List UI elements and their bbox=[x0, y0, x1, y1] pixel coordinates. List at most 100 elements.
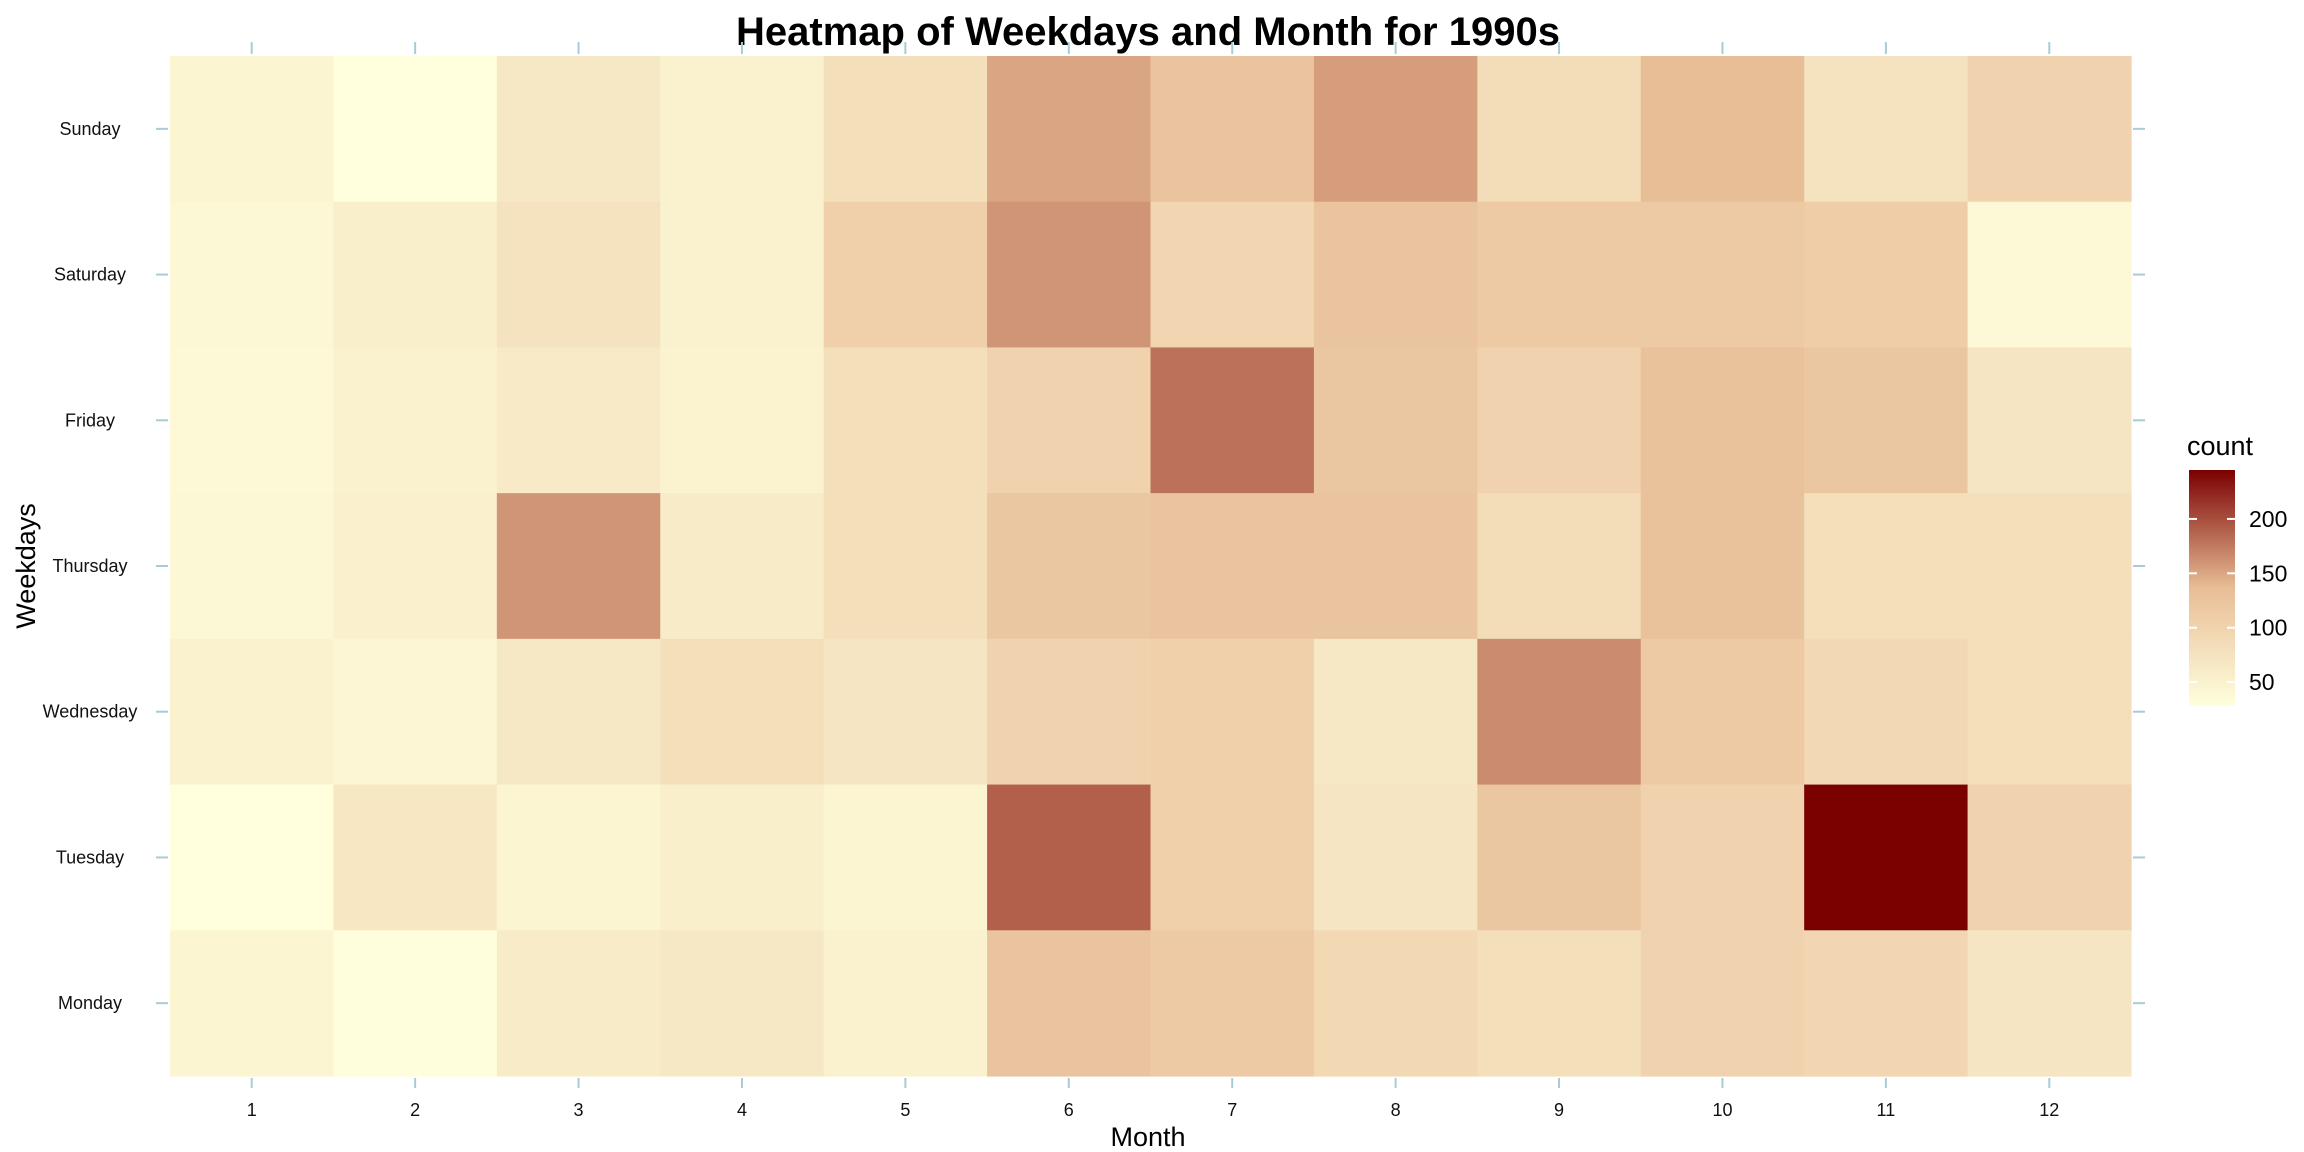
heatmap-cell-saturday-5 bbox=[823, 201, 988, 349]
heatmap-cell-thursday-8 bbox=[1313, 493, 1478, 640]
heatmap-cell-saturday-11 bbox=[1804, 201, 1969, 349]
heatmap-cell-wednesday-1 bbox=[170, 638, 335, 786]
heatmap-cell-monday-10 bbox=[1640, 930, 1805, 1077]
heatmap-cell-sunday-8 bbox=[1313, 56, 1478, 203]
axis-ticks bbox=[156, 42, 2145, 1088]
heatmap-cell-saturday-10 bbox=[1640, 201, 1805, 349]
heatmap-cell-sunday-4 bbox=[660, 56, 825, 203]
x-tick-label-10: 10 bbox=[1712, 1100, 1732, 1120]
legend-title: count bbox=[2187, 431, 2254, 461]
heatmap-cell-saturday-2 bbox=[333, 201, 498, 349]
x-tick-label-4: 4 bbox=[737, 1100, 747, 1120]
heatmap-cell-monday-4 bbox=[660, 930, 825, 1077]
heatmap-cell-wednesday-3 bbox=[496, 638, 661, 786]
heatmap-cell-saturday-8 bbox=[1313, 201, 1478, 349]
y-tick-label-thursday: Thursday bbox=[52, 556, 127, 576]
heatmap-cell-tuesday-6 bbox=[987, 784, 1152, 931]
heatmap-cell-tuesday-12 bbox=[1967, 784, 2132, 931]
heatmap-cell-sunday-10 bbox=[1640, 56, 1805, 203]
legend-tick-label-150: 150 bbox=[2249, 560, 2287, 586]
x-axis-tick-labels: 1 2 3 4 5 6 7 8 9 10 11 12 bbox=[247, 1100, 2060, 1120]
y-tick-label-tuesday: Tuesday bbox=[56, 847, 124, 867]
heatmap-cell-friday-8 bbox=[1313, 347, 1478, 494]
heatmap-cell-monday-12 bbox=[1967, 930, 2132, 1077]
heatmap-cell-monday-9 bbox=[1477, 930, 1642, 1077]
y-tick-label-friday: Friday bbox=[65, 410, 115, 430]
heatmap-cell-sunday-5 bbox=[823, 56, 988, 203]
heatmap-cell-thursday-11 bbox=[1804, 493, 1969, 640]
heatmap-cell-tuesday-8 bbox=[1313, 784, 1478, 931]
heatmap-cell-sunday-7 bbox=[1150, 56, 1315, 203]
x-tick-label-9: 9 bbox=[1554, 1100, 1564, 1120]
heatmap-cell-friday-1 bbox=[170, 347, 335, 494]
heatmap-cell-monday-5 bbox=[823, 930, 988, 1077]
heatmap-cell-friday-5 bbox=[823, 347, 988, 494]
heatmap-cell-tuesday-2 bbox=[333, 784, 498, 931]
heatmap-cell-thursday-10 bbox=[1640, 493, 1805, 640]
heatmap-cell-saturday-9 bbox=[1477, 201, 1642, 349]
y-tick-label-wednesday: Wednesday bbox=[43, 702, 138, 722]
heatmap-cell-thursday-6 bbox=[987, 493, 1152, 640]
x-tick-label-11: 11 bbox=[1877, 1100, 1896, 1120]
heatmap-cell-monday-2 bbox=[333, 930, 498, 1077]
heatmap-cell-wednesday-7 bbox=[1150, 638, 1315, 786]
heatmap-cell-monday-3 bbox=[496, 930, 661, 1077]
heatmap-cell-wednesday-6 bbox=[987, 638, 1152, 786]
legend-ticks: 50 100 150 200 bbox=[2189, 506, 2287, 695]
heatmap-cell-friday-7 bbox=[1150, 347, 1315, 494]
heatmap-cell-tuesday-1 bbox=[170, 784, 335, 931]
heatmap-cell-thursday-7 bbox=[1150, 493, 1315, 640]
heatmap-cells bbox=[170, 56, 2132, 1077]
x-axis-title: Month bbox=[1110, 1122, 1185, 1152]
heatmap-cell-wednesday-8 bbox=[1313, 638, 1478, 786]
y-axis-tick-labels: Sunday Saturday Friday Thursday Wednesday Tue… bbox=[43, 119, 138, 1013]
heatmap-cell-saturday-6 bbox=[987, 201, 1152, 349]
heatmap-cell-thursday-5 bbox=[823, 493, 988, 640]
heatmap-cell-monday-7 bbox=[1150, 930, 1315, 1077]
heatmap-cell-friday-4 bbox=[660, 347, 825, 494]
heatmap-cell-friday-3 bbox=[496, 347, 661, 494]
x-tick-label-1: 1 bbox=[247, 1100, 257, 1120]
heatmap-cell-wednesday-5 bbox=[823, 638, 988, 786]
heatmap-cell-friday-2 bbox=[333, 347, 498, 494]
heatmap-cell-thursday-9 bbox=[1477, 493, 1642, 640]
legend-tick-label-200: 200 bbox=[2249, 506, 2287, 532]
chart-title: Heatmap of Weekdays and Month for 1990s bbox=[736, 10, 1560, 54]
heatmap-cell-wednesday-12 bbox=[1967, 638, 2132, 786]
heatmap-cell-thursday-12 bbox=[1967, 493, 2132, 640]
heatmap-cell-tuesday-11 bbox=[1804, 784, 1969, 931]
heatmap-cell-sunday-12 bbox=[1967, 56, 2132, 203]
legend-tick-label-100: 100 bbox=[2249, 615, 2287, 641]
heatmap-cell-wednesday-4 bbox=[660, 638, 825, 786]
heatmap-cell-sunday-9 bbox=[1477, 56, 1642, 203]
heatmap-cell-sunday-6 bbox=[987, 56, 1152, 203]
heatmap-cell-sunday-2 bbox=[333, 56, 498, 203]
y-axis-title: Weekdays bbox=[11, 503, 41, 629]
heatmap-cell-saturday-7 bbox=[1150, 201, 1315, 349]
heatmap-cell-tuesday-7 bbox=[1150, 784, 1315, 931]
heatmap-cell-thursday-4 bbox=[660, 493, 825, 640]
heatmap-cell-tuesday-5 bbox=[823, 784, 988, 931]
heatmap-cell-friday-12 bbox=[1967, 347, 2132, 494]
heatmap-cell-thursday-3 bbox=[496, 493, 661, 640]
y-tick-label-saturday: Saturday bbox=[54, 265, 126, 285]
heatmap-cell-thursday-1 bbox=[170, 493, 335, 640]
heatmap-cell-saturday-4 bbox=[660, 201, 825, 349]
heatmap-cell-sunday-1 bbox=[170, 56, 335, 203]
heatmap-cell-friday-6 bbox=[987, 347, 1152, 494]
heatmap-cell-tuesday-3 bbox=[496, 784, 661, 931]
heatmap-cell-saturday-1 bbox=[170, 201, 335, 349]
y-tick-label-monday: Monday bbox=[58, 993, 122, 1013]
x-tick-label-2: 2 bbox=[410, 1100, 420, 1120]
heatmap-cell-tuesday-9 bbox=[1477, 784, 1642, 931]
heatmap-cell-wednesday-11 bbox=[1804, 638, 1969, 786]
heatmap-cell-wednesday-2 bbox=[333, 638, 498, 786]
x-tick-label-5: 5 bbox=[900, 1100, 910, 1120]
x-tick-label-12: 12 bbox=[2039, 1100, 2059, 1120]
heatmap-cell-wednesday-9 bbox=[1477, 638, 1642, 786]
x-tick-label-8: 8 bbox=[1391, 1100, 1401, 1120]
legend-tick-label-50: 50 bbox=[2249, 669, 2275, 695]
heatmap-cell-monday-6 bbox=[987, 930, 1152, 1077]
heatmap-cell-wednesday-10 bbox=[1640, 638, 1805, 786]
